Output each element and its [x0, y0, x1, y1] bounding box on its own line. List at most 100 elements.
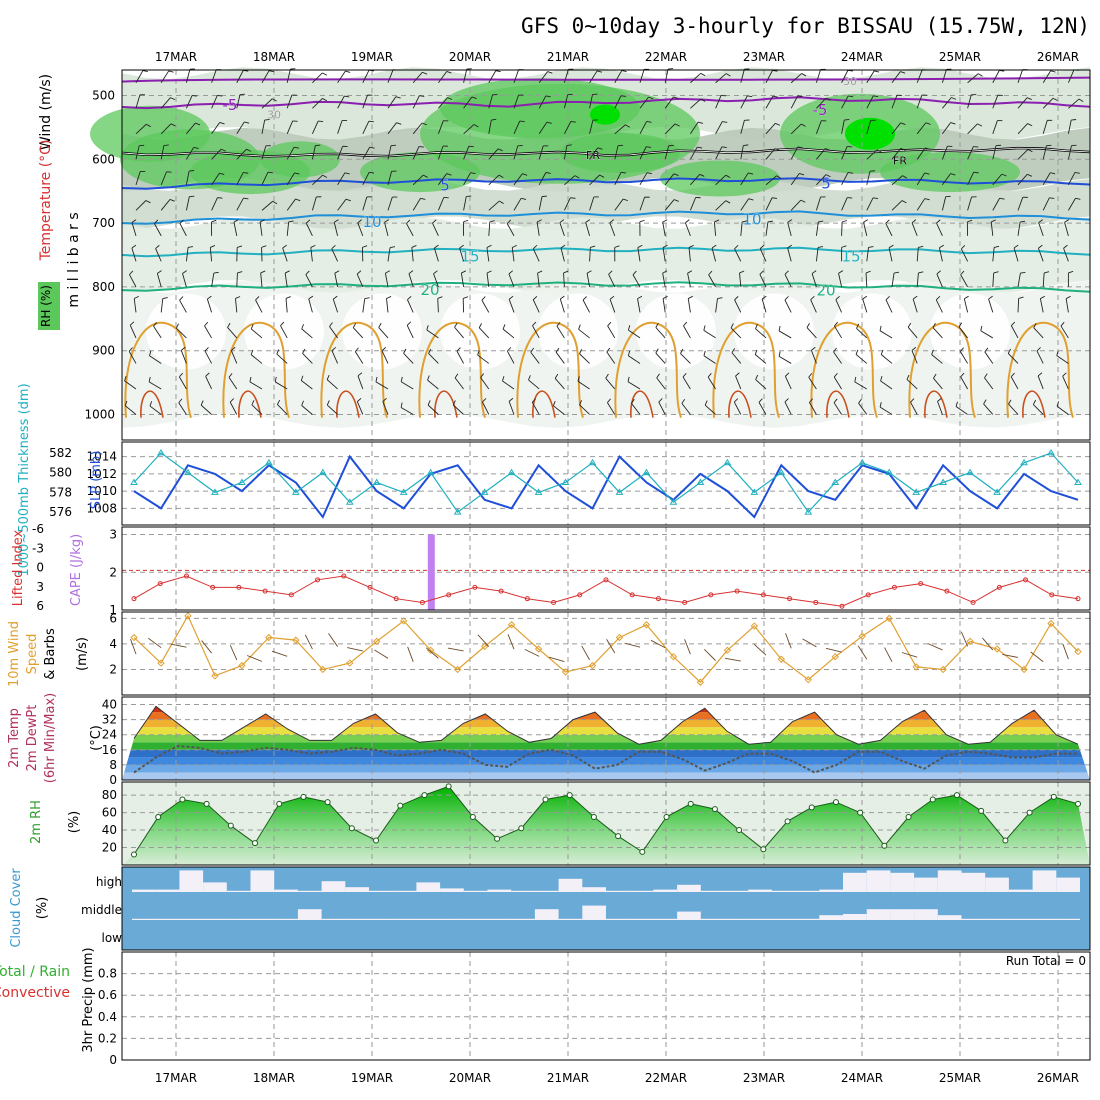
- wind-point: [238, 661, 246, 670]
- wind-barb-flag: [301, 324, 305, 330]
- wind-barb-flag: [528, 375, 531, 381]
- wind-barb: [790, 146, 799, 160]
- wind-barb-flag: [747, 95, 753, 98]
- wind-barb-flag: [205, 372, 210, 377]
- wind-barb: [992, 173, 1003, 186]
- date-label-bottom: 26MAR: [1037, 1071, 1079, 1085]
- li-point: [524, 596, 530, 602]
- wind-barb-flag: [193, 146, 199, 149]
- rh-point: [953, 792, 960, 799]
- wind-point: [939, 665, 947, 674]
- rh-point: [348, 825, 355, 832]
- wind-barb-flag: [700, 72, 706, 77]
- wind-barb: [810, 350, 817, 364]
- wind-barb-flag: [268, 70, 275, 73]
- cloud-middle-bar: [961, 918, 986, 920]
- wind-barb: [577, 380, 590, 390]
- wind-barb: [765, 221, 769, 236]
- wind-barb-flag: [541, 195, 547, 198]
- wind-barb-10m: [1062, 643, 1069, 660]
- wind-barb-flag: [778, 351, 781, 357]
- wind-barb-flag: [784, 398, 789, 403]
- thickness-point: [858, 458, 867, 466]
- wind-barb: [808, 377, 817, 390]
- wind-barb: [179, 299, 187, 313]
- wind-barb-flag: [808, 373, 813, 378]
- wind-barb-flag: [761, 295, 767, 300]
- cloud-high-bar: [463, 890, 488, 892]
- wind-barb-flag: [646, 146, 652, 148]
- wind-barb-flag: [1033, 323, 1037, 328]
- wind-barb: [967, 146, 974, 160]
- wind-barb: [835, 299, 843, 313]
- wind-barb-10m: [407, 646, 414, 662]
- rh-saturated-patch: [845, 117, 895, 150]
- wind-bg: [122, 612, 1090, 695]
- wind-barb: [664, 199, 675, 211]
- wind-barb-flag: [1075, 197, 1081, 200]
- wind-barb-10m: [650, 639, 666, 649]
- date-label-bottom: 24MAR: [841, 1071, 883, 1085]
- wind-barb: [362, 94, 368, 109]
- wind-barb-flag: [536, 219, 542, 223]
- date-label-top: 25MAR: [939, 50, 981, 64]
- wind-barb: [286, 198, 296, 211]
- wind-barb-flag: [627, 350, 631, 356]
- wind-barb: [480, 377, 490, 390]
- temp-bands: [122, 697, 1090, 780]
- wind-barb: [911, 222, 918, 237]
- li-point: [996, 584, 1002, 590]
- wind-point: [346, 659, 354, 667]
- wind-barb: [863, 222, 868, 236]
- cloud-high-bar: [534, 890, 559, 892]
- wind-barb-flag: [1037, 372, 1043, 377]
- wind-barb: [488, 200, 500, 211]
- wind-barb: [866, 171, 871, 185]
- wind-barb: [963, 298, 969, 313]
- li-bg: [122, 527, 1090, 610]
- wind-barb: [148, 381, 162, 390]
- wind-barb-flag: [825, 148, 831, 151]
- wind-barb: [412, 71, 423, 84]
- wind-barb-flag: [560, 295, 565, 300]
- wind-barb-flag: [447, 97, 453, 100]
- li-point: [865, 592, 871, 598]
- wind-barb-flag: [951, 97, 957, 100]
- wind-barb: [707, 376, 716, 390]
- theta-contour: [1022, 390, 1046, 418]
- wind-barb: [362, 146, 371, 160]
- wind-barb: [563, 197, 571, 211]
- theta-contour: [320, 321, 388, 419]
- wind-barb-flag: [681, 399, 686, 404]
- wind-barb-flag: [578, 324, 581, 330]
- wind-barb: [815, 69, 822, 83]
- wind-barb-flag: [885, 296, 890, 301]
- wind-barb: [916, 172, 926, 186]
- wind-barb: [614, 70, 623, 83]
- cloud-high-bar: [819, 889, 843, 892]
- cloud-high-bar: [629, 890, 654, 892]
- wind-barb-flag: [419, 95, 425, 97]
- date-label-bottom: 23MAR: [743, 1071, 785, 1085]
- cloud-middle-bar: [819, 915, 843, 920]
- wind-barb-10m: [703, 648, 716, 661]
- wind-barb-flag: [1063, 244, 1068, 249]
- wind-barb-10m: [201, 640, 212, 654]
- wind-barb: [967, 172, 975, 186]
- wind-barb: [992, 272, 995, 287]
- wind-barb-flag: [1062, 372, 1067, 377]
- wind-barb-flag: [825, 97, 831, 101]
- temp-band: [122, 697, 1090, 705]
- wind-barb: [337, 70, 346, 84]
- wind-barb: [312, 98, 323, 109]
- cloud-middle-bar: [463, 918, 488, 920]
- rh-point: [929, 796, 936, 803]
- wind-barb-flag: [506, 219, 511, 224]
- cloud-high-bar: [937, 870, 962, 892]
- wind-barb-flag: [579, 349, 583, 354]
- wind-barb: [960, 376, 968, 390]
- rh2m-panel: 20 40 60 80 2m RH (%): [29, 781, 1091, 866]
- date-label-bottom: 20MAR: [449, 1071, 491, 1085]
- wind-barb-flag: [552, 400, 556, 406]
- wind-barb-flag: [960, 270, 965, 276]
